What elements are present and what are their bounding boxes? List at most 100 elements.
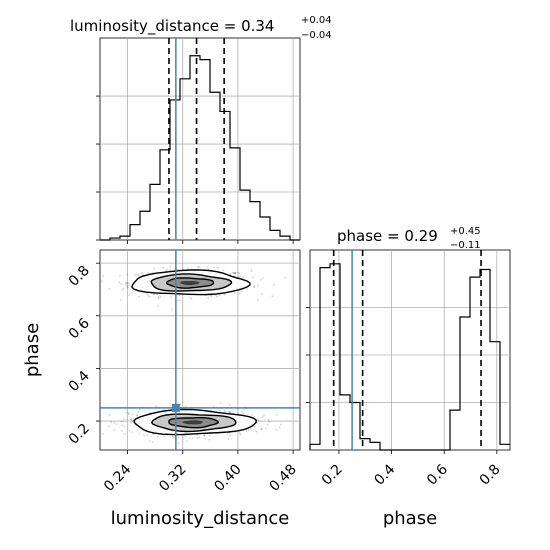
sample-point bbox=[155, 405, 157, 408]
sample-point bbox=[242, 412, 245, 415]
sample-point bbox=[159, 296, 162, 298]
sample-point bbox=[208, 438, 211, 441]
sample-point bbox=[275, 428, 278, 431]
panel-frame-top-left bbox=[99, 37, 301, 241]
sample-point bbox=[215, 266, 218, 269]
sample-point bbox=[169, 265, 172, 268]
sample-point bbox=[136, 413, 139, 416]
sample-point bbox=[242, 276, 245, 279]
x-tick-label: 0.32 bbox=[156, 462, 189, 495]
sample-point bbox=[123, 432, 126, 435]
sample-point bbox=[219, 402, 222, 404]
sample-point bbox=[156, 435, 159, 438]
sample-point bbox=[148, 295, 151, 298]
sample-point bbox=[153, 293, 155, 295]
sample-point bbox=[100, 280, 103, 283]
density-contour bbox=[180, 281, 200, 286]
sample-point bbox=[223, 410, 226, 413]
sample-point bbox=[245, 429, 248, 432]
sample-point bbox=[237, 271, 240, 274]
sample-point bbox=[141, 272, 144, 275]
sample-point bbox=[186, 266, 189, 269]
sample-point bbox=[247, 429, 250, 432]
sample-point bbox=[246, 288, 248, 290]
sample-point bbox=[271, 295, 274, 298]
sample-point bbox=[233, 272, 236, 275]
sample-point bbox=[137, 410, 140, 413]
sample-point bbox=[210, 295, 213, 298]
sample-point bbox=[198, 265, 201, 268]
sample-point bbox=[108, 287, 111, 290]
y-tick-label: 0.8 bbox=[66, 263, 93, 290]
sample-point bbox=[213, 266, 216, 269]
density-contour bbox=[182, 420, 204, 425]
sample-point bbox=[120, 283, 123, 286]
sample-point bbox=[253, 285, 255, 288]
sample-point bbox=[229, 434, 232, 437]
sample-point bbox=[196, 437, 199, 440]
sample-point bbox=[138, 295, 141, 298]
title-phase: phase = 0.29 bbox=[337, 227, 438, 245]
sample-point bbox=[263, 414, 265, 417]
sample-point bbox=[266, 423, 269, 426]
x-tick-label: 0.2 bbox=[319, 462, 346, 489]
sample-point bbox=[208, 434, 211, 437]
x-tick-label: 0.6 bbox=[424, 461, 451, 488]
x-tick-label: 0.8 bbox=[477, 462, 504, 489]
sample-point bbox=[228, 410, 231, 413]
title-luminosity-distance: luminosity_distance = 0.34 bbox=[70, 17, 274, 36]
sample-point bbox=[148, 440, 151, 443]
sample-point bbox=[238, 272, 241, 275]
sample-point bbox=[131, 413, 134, 416]
sample-point bbox=[179, 299, 182, 302]
sample-point bbox=[123, 425, 126, 428]
sample-point bbox=[256, 284, 259, 287]
sample-point bbox=[146, 434, 149, 436]
sample-point bbox=[252, 276, 254, 279]
sample-point bbox=[128, 413, 130, 415]
sample-point bbox=[128, 294, 131, 297]
sample-point bbox=[267, 418, 270, 421]
sample-point bbox=[136, 414, 138, 417]
sample-point bbox=[177, 268, 180, 271]
sample-point bbox=[102, 433, 104, 435]
x-axis-label-luminosity-distance: luminosity_distance bbox=[111, 508, 290, 529]
x-axis-label-phase: phase bbox=[383, 508, 437, 529]
sample-point bbox=[125, 281, 128, 284]
sample-point bbox=[123, 418, 125, 421]
sample-point bbox=[124, 282, 127, 285]
sample-point bbox=[145, 292, 148, 295]
sample-point bbox=[128, 282, 131, 285]
sample-point bbox=[206, 266, 209, 268]
sample-point bbox=[110, 421, 113, 423]
sample-point bbox=[156, 293, 158, 296]
sample-point bbox=[233, 292, 236, 295]
sample-point bbox=[275, 413, 278, 416]
sample-point bbox=[216, 295, 218, 298]
sample-point bbox=[120, 420, 123, 423]
sample-point bbox=[223, 293, 226, 296]
sample-point bbox=[261, 293, 263, 295]
y-tick-label: 0.6 bbox=[66, 315, 93, 342]
sample-point bbox=[125, 284, 128, 287]
sample-point bbox=[131, 291, 133, 294]
sample-point bbox=[130, 418, 133, 421]
sample-point bbox=[119, 298, 122, 301]
y-axis-label-phase: phase bbox=[22, 323, 43, 377]
sample-point bbox=[224, 410, 226, 413]
sample-point bbox=[118, 281, 121, 284]
sample-point bbox=[147, 294, 149, 296]
sample-point bbox=[177, 436, 180, 439]
sample-point bbox=[184, 405, 187, 408]
sample-point bbox=[227, 438, 230, 440]
sample-point bbox=[178, 294, 181, 297]
sample-point bbox=[189, 437, 191, 440]
sample-point bbox=[253, 286, 256, 288]
sample-point bbox=[239, 275, 242, 278]
sample-point bbox=[257, 419, 260, 421]
histogram-luminosity-distance bbox=[100, 55, 300, 241]
sample-point bbox=[256, 299, 259, 301]
truth-marker bbox=[171, 403, 180, 412]
sample-point bbox=[231, 271, 234, 274]
sample-point bbox=[251, 414, 253, 416]
